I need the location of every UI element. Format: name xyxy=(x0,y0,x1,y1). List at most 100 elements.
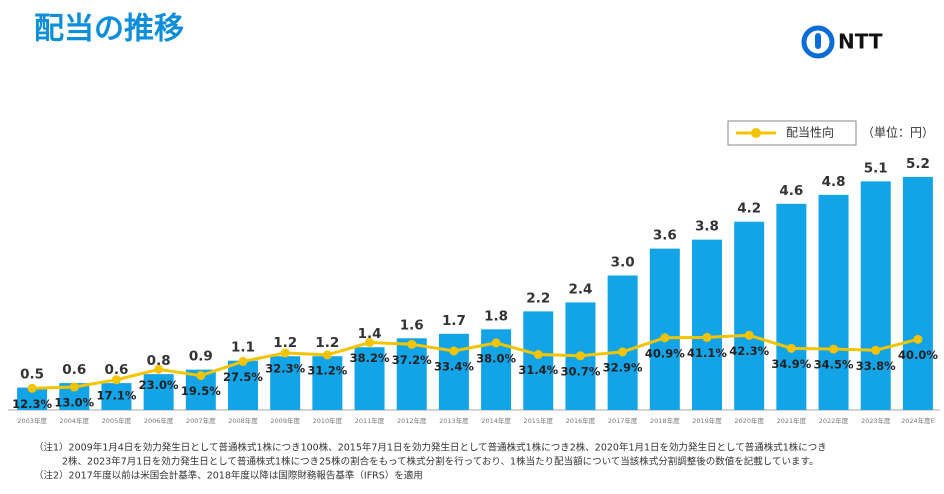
bar-value-label: 0.5 xyxy=(20,367,44,383)
bar-value-label: 1.2 xyxy=(273,335,297,351)
bar-value-label: 3.8 xyxy=(695,219,719,235)
line xyxy=(32,333,919,390)
unit-label: （単位：円） xyxy=(862,125,934,140)
bar-value-label: 3.6 xyxy=(653,228,677,244)
x-tick-label: 2024年度E xyxy=(901,416,935,425)
line-point xyxy=(491,338,501,348)
line-point xyxy=(660,333,670,343)
bar-value-label: 0.6 xyxy=(104,362,128,378)
line-value-label: 37.2% xyxy=(392,353,432,367)
line-value-label: 40.0% xyxy=(898,348,938,362)
bar-value-label: 1.8 xyxy=(484,308,508,324)
line-point xyxy=(913,334,923,344)
bar xyxy=(818,194,849,410)
legend-marker xyxy=(751,128,761,138)
x-tick-label: 2007年度 xyxy=(186,416,216,425)
bar-value-label: 2.2 xyxy=(526,290,550,306)
x-tick-label: 2010年度 xyxy=(313,416,343,425)
line-value-label: 31.2% xyxy=(307,363,347,377)
line-value-label: 38.2% xyxy=(350,351,390,365)
note: 2株、2023年7月1日を効力発生日として普通株式1株につき25株の割合をもって… xyxy=(62,456,819,468)
bar-value-label: 1.1 xyxy=(231,340,255,356)
bar xyxy=(228,360,258,410)
bar-value-label: 3.0 xyxy=(611,255,635,271)
line-value-label: 23.0% xyxy=(139,378,179,392)
x-tick-label: 2022年度 xyxy=(819,416,849,425)
x-tick-label: 2016年度 xyxy=(566,416,596,425)
line-point xyxy=(238,356,248,366)
line-point xyxy=(407,339,417,349)
legend: 配当性向 xyxy=(727,120,857,146)
line-point xyxy=(27,383,37,393)
bar xyxy=(607,275,638,410)
line-point xyxy=(575,351,585,361)
line-value-label: 41.1% xyxy=(687,346,727,360)
line-point xyxy=(196,371,206,381)
bar xyxy=(101,383,132,410)
x-tick-label: 2003年度 xyxy=(17,416,47,425)
bar xyxy=(902,176,933,410)
x-tick-label: 2011年度 xyxy=(355,416,385,425)
line-value-label: 32.3% xyxy=(265,361,305,375)
line-point xyxy=(111,375,121,385)
line-value-label: 34.9% xyxy=(771,357,811,371)
bar-value-label: 1.6 xyxy=(400,317,424,333)
x-tick-label: 2004年度 xyxy=(59,416,89,425)
x-tick-label: 2009年度 xyxy=(270,416,300,425)
bar-value-label: 1.4 xyxy=(358,326,382,342)
legend-label: 配当性向 xyxy=(786,125,834,140)
bar xyxy=(734,221,765,410)
bar xyxy=(438,333,469,410)
bar xyxy=(312,356,343,410)
line-value-label: 34.5% xyxy=(814,358,854,372)
bar xyxy=(692,239,722,410)
line-point xyxy=(154,364,164,374)
line-value-label: 32.9% xyxy=(603,360,643,374)
bars xyxy=(17,176,933,410)
line-value-label: 17.1% xyxy=(97,388,137,402)
line-point xyxy=(69,382,79,392)
line-point xyxy=(829,344,839,354)
logo-text: NTT xyxy=(838,30,883,54)
line-value-label: 33.8% xyxy=(856,359,896,373)
x-tick-label: 2020年度 xyxy=(734,416,764,425)
bar-value-label: 4.6 xyxy=(779,183,803,199)
x-tick-label: 2019年度 xyxy=(692,416,722,425)
page-title: 配当の推移 xyxy=(34,12,184,47)
line-point xyxy=(365,338,375,348)
x-tick-label: 2015年度 xyxy=(523,416,553,425)
bar xyxy=(270,356,301,410)
x-tick-label: 2017年度 xyxy=(608,416,638,425)
x-tick-label: 2008年度 xyxy=(228,416,258,425)
line-point xyxy=(744,330,754,340)
bar-value-label: 5.1 xyxy=(864,160,888,176)
x-tick-label: 2018年度 xyxy=(650,416,680,425)
line-point xyxy=(322,350,332,360)
bar xyxy=(649,248,680,410)
x-tick-label: 2021年度 xyxy=(777,416,807,425)
logo-bar xyxy=(815,33,821,49)
line-value-label: 38.0% xyxy=(476,351,516,365)
bar-value-label: 5.2 xyxy=(906,156,930,172)
bar xyxy=(776,203,807,410)
bar xyxy=(143,374,174,410)
logo: NTT xyxy=(801,25,883,59)
bar xyxy=(354,347,385,410)
line-layer xyxy=(27,330,923,393)
line-value-label: 33.4% xyxy=(434,360,474,374)
labels: 0.5 0.6 0.6 0.8 0.9 1.1 1.2 1.2 1.4 1.6 1.7 1.8 2.2 2… xyxy=(12,156,938,411)
line-value-label: 42.3% xyxy=(729,344,769,358)
x-tick-label: 2012年度 xyxy=(397,416,427,425)
bar-value-label: 2.4 xyxy=(568,281,592,297)
line-value-label: 40.9% xyxy=(645,346,685,360)
line-value-label: 12.3% xyxy=(12,397,52,411)
bar xyxy=(523,311,554,410)
bar xyxy=(17,387,48,410)
bar-value-label: 4.8 xyxy=(822,174,846,190)
bar xyxy=(860,181,891,410)
line-value-label: 13.0% xyxy=(54,396,94,410)
line-point xyxy=(786,343,796,353)
bar-value-label: 0.9 xyxy=(189,349,213,365)
bar-value-label: 4.2 xyxy=(737,201,761,217)
